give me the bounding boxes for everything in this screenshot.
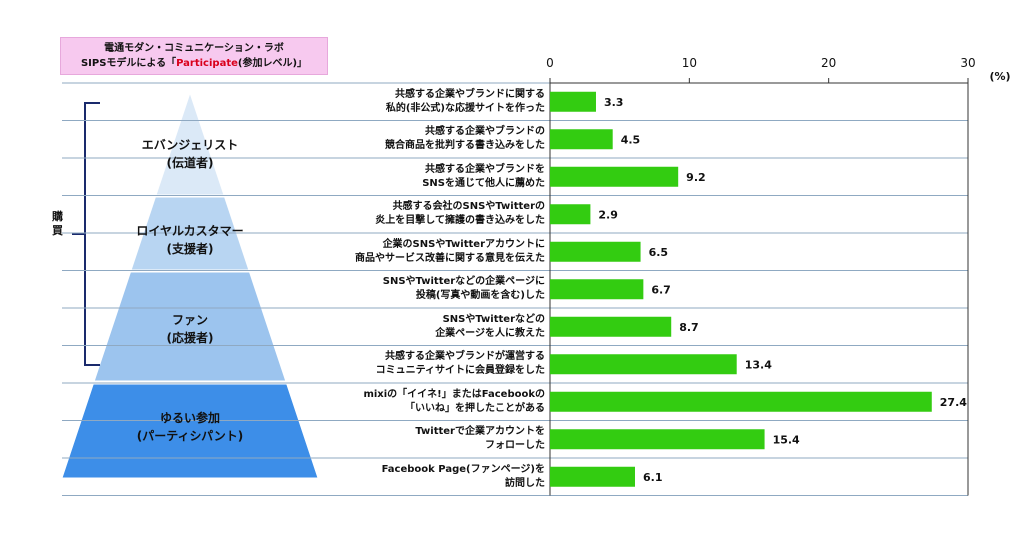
category-label: Facebook Page(ファンページ)を 訪問した	[381, 463, 545, 489]
bar-value-label: 6.7	[651, 283, 671, 296]
bar-value-label: 4.5	[621, 133, 641, 146]
category-label: SNSやTwitterなどの企業ページに 投稿(写真や動画を含む)した	[382, 276, 545, 302]
category-label: mixiの「イイネ!」またはFacebookの 「いいね」を押したことがある	[363, 388, 545, 414]
bar	[550, 391, 932, 412]
pyramid-tier-label: ファン (応援者)	[166, 313, 214, 345]
pyramid-tier-3	[93, 271, 287, 382]
bar	[550, 354, 737, 375]
category-label: 企業のSNSやTwitterアカウントに 商品やサービス改善に関する意見を伝えた	[355, 238, 545, 264]
category-label: 共感する企業やブランドが運営する コミュニティサイトに会員登録をした	[375, 351, 545, 377]
bracket-label: 購買	[52, 210, 63, 237]
x-tick-label: 0	[546, 56, 554, 70]
bar-value-label: 8.7	[679, 321, 699, 334]
bar	[550, 466, 635, 487]
bar-value-label: 6.5	[649, 246, 669, 259]
pyramid-tier-label: ゆるい参加 (パーティシパント)	[136, 411, 244, 443]
bar-value-label: 9.2	[686, 171, 706, 184]
bar-value-label: 6.1	[643, 471, 663, 484]
category-label: SNSやTwitterなどの 企業ページを人に教えた	[435, 313, 545, 339]
header-line1: 電通モダン・コミュニケーション・ラボ	[104, 43, 284, 54]
bar	[550, 204, 591, 225]
bar	[550, 241, 641, 262]
category-label: 共感する企業やブランドに関する 私的(非公式)な応援サイトを作った	[385, 88, 545, 114]
bar-value-label: 13.4	[745, 358, 772, 371]
x-tick-label: 30	[960, 56, 975, 70]
bar	[550, 279, 644, 300]
header-line2: SIPSモデルによる「Participate(参加レベル)」	[61, 56, 327, 71]
bar	[550, 316, 672, 337]
bar-value-label: 3.3	[604, 96, 624, 109]
pyramid-tier-label: エバンジェリスト (伝道者)	[141, 138, 239, 170]
category-label: 共感する会社のSNSやTwitterの 炎上を目撃して擁護の書き込みをした	[375, 201, 545, 227]
header-line2-suffix: (参加レベル)」	[237, 58, 308, 69]
header-line2-accent: Participate	[176, 58, 238, 69]
bar-value-label: 27.4	[940, 396, 967, 409]
bar	[550, 129, 613, 150]
chart-header: 電通モダン・コミュニケーション・ラボ SIPSモデルによる「Participat…	[60, 37, 328, 75]
bar	[550, 429, 765, 450]
pyramid-tier-label: ロイヤルカスタマー (支援者)	[136, 224, 244, 256]
x-tick-label: 20	[821, 56, 836, 70]
category-label: 共感する企業やブランドを SNSを通じて他人に薦めた	[422, 163, 545, 189]
bar	[550, 166, 679, 187]
unit-label: (%)	[989, 70, 1010, 83]
pyramid-tier-4	[61, 383, 319, 479]
category-label: Twitterで企業アカウントを フォローした	[415, 426, 545, 452]
bar-value-label: 15.4	[773, 433, 800, 446]
bar	[550, 91, 596, 112]
header-line2-prefix: SIPSモデルによる「	[80, 58, 177, 69]
x-tick-label: 10	[682, 56, 697, 70]
category-label: 共感する企業やブランドの 競合商品を批判する書き込みをした	[385, 126, 545, 152]
bar-value-label: 2.9	[598, 208, 618, 221]
